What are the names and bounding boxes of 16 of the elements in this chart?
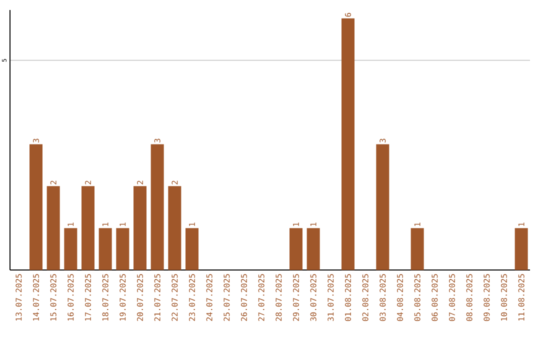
- bar: [82, 186, 94, 270]
- bar: [376, 144, 390, 270]
- bar: [306, 228, 320, 270]
- bar: [186, 228, 198, 270]
- bar: [410, 228, 424, 270]
- bar: [30, 144, 42, 270]
- bar: [98, 228, 112, 270]
- bar: [342, 18, 355, 270]
- bar: [116, 228, 130, 270]
- bar: [290, 228, 302, 270]
- bar: [134, 186, 146, 270]
- bar: [514, 228, 528, 270]
- bar: [46, 186, 60, 270]
- bar: [168, 186, 182, 270]
- bar: [64, 228, 78, 270]
- bar: [150, 144, 164, 270]
